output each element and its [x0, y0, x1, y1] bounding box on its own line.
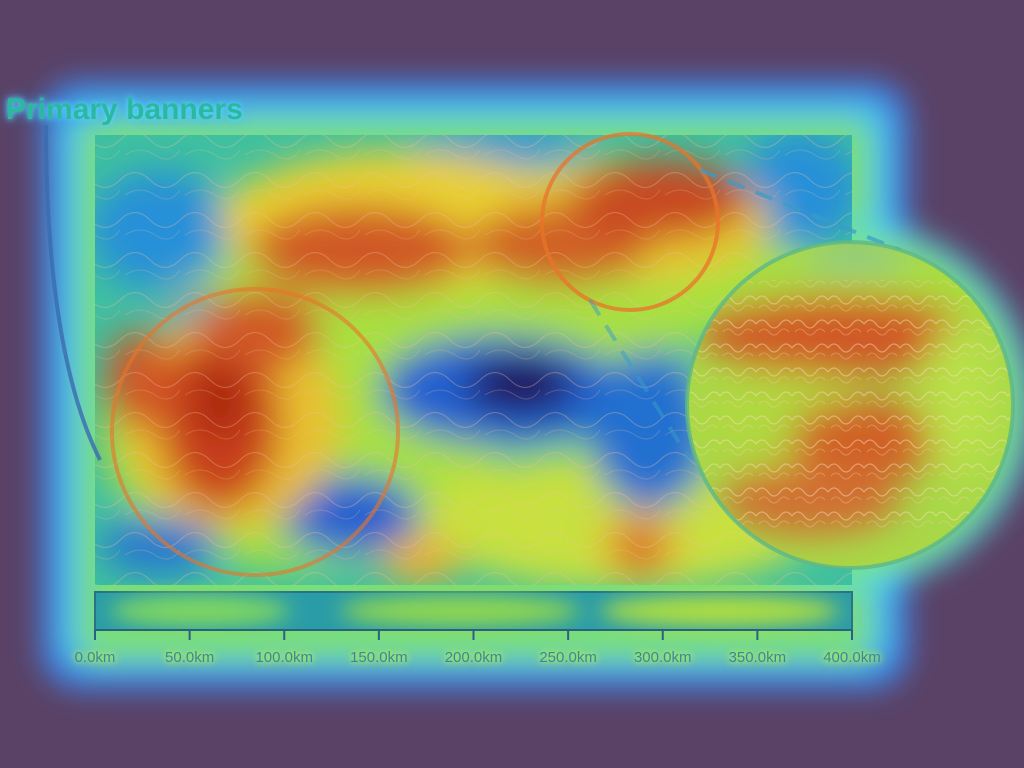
map-title: Primary banners	[6, 93, 243, 126]
focus-ring-west	[110, 287, 400, 577]
scale-tick-label: 300.0km	[633, 649, 692, 666]
scale-tick-label: 350.0km	[728, 649, 787, 666]
scale-tick-label: 50.0km	[165, 649, 215, 666]
inset-magnifier	[685, 240, 1015, 570]
title-leader-line	[44, 124, 102, 461]
inset-connector-upper	[699, 168, 901, 252]
inset-connector-lower	[588, 298, 692, 462]
scale-tick-label: 150.0km	[350, 649, 408, 666]
focus-ring-north	[540, 132, 720, 312]
scale-tick-label: 100.0km	[255, 649, 314, 666]
scale-tick-label: 200.0km	[444, 649, 503, 666]
scale-tick-label: 400.0km	[823, 649, 881, 666]
scale-bar	[94, 591, 853, 640]
scale-tick-label: 0.0km	[74, 649, 116, 666]
scale-tick-label: 250.0km	[539, 649, 597, 666]
